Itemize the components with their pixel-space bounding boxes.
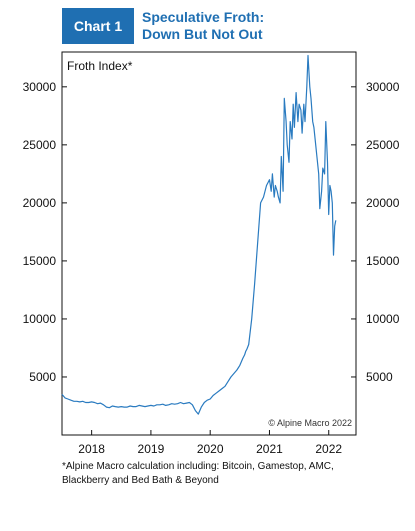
chart-title-line-1: Speculative Froth: (142, 9, 265, 25)
left-y-tick-label: 15000 (23, 254, 57, 268)
x-tick-label: 2022 (315, 442, 342, 456)
x-tick-label: 2018 (78, 442, 105, 456)
chart-title: Speculative Froth: Down But Not Out (142, 9, 362, 43)
left-y-tick-label: 20000 (23, 196, 57, 210)
footnote-line-1: *Alpine Macro calculation including: Bit… (62, 461, 334, 472)
right-y-tick-label: 15000 (366, 254, 400, 268)
x-tick-label: 2019 (138, 442, 165, 456)
x-axis: 2018 2019 2020 2021 2022 (78, 430, 342, 456)
right-y-tick-label: 30000 (366, 80, 400, 94)
series-label: Froth Index* (67, 59, 133, 73)
x-tick-label: 2020 (197, 442, 224, 456)
left-y-tick-label: 10000 (23, 312, 57, 326)
footnote: *Alpine Macro calculation including: Bit… (62, 460, 392, 488)
left-y-tick-label: 5000 (29, 370, 56, 384)
x-tick-label: 2021 (256, 442, 283, 456)
froth-index-line (61, 54, 337, 415)
chart-title-line-2: Down But Not Out (142, 26, 263, 42)
left-y-tick-label: 25000 (23, 138, 57, 152)
right-y-axis: 5000 10000 15000 20000 25000 30000 (351, 80, 400, 384)
plot-frame (61, 51, 357, 436)
left-y-tick-label: 30000 (23, 80, 57, 94)
chart-header: Chart 1 Speculative Froth: Down But Not … (62, 8, 362, 44)
right-y-tick-label: 20000 (366, 196, 400, 210)
right-y-tick-label: 25000 (366, 138, 400, 152)
right-y-tick-label: 10000 (366, 312, 400, 326)
right-y-tick-label: 5000 (366, 370, 393, 384)
left-y-axis: 5000 10000 15000 20000 25000 30000 (23, 80, 67, 384)
chart-number-badge: Chart 1 (62, 8, 134, 44)
credit-label: © Alpine Macro 2022 (268, 418, 352, 428)
footnote-line-2: Blackberry and Bed Bath & Beyond (62, 475, 219, 486)
